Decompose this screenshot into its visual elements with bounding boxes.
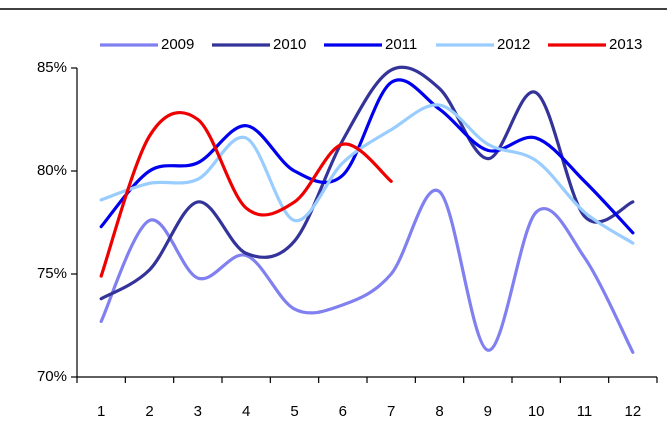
x-tick-label: 11 — [577, 403, 593, 420]
x-tick-label: 2 — [145, 403, 153, 420]
series-line — [99, 111, 393, 278]
series-line — [99, 188, 635, 354]
x-tick-label: 7 — [387, 403, 395, 420]
series-line — [99, 103, 635, 245]
y-tick-label: 75% — [37, 265, 67, 282]
series-line — [99, 65, 635, 301]
series-line — [99, 78, 635, 235]
y-tick-label: 70% — [37, 368, 67, 385]
x-tick-label: 5 — [290, 403, 298, 420]
legend-label: 2009 — [161, 36, 194, 53]
x-tick-label: 8 — [435, 403, 443, 420]
x-tick-label: 12 — [624, 403, 641, 420]
legend-label: 2011 — [385, 36, 417, 53]
y-tick-label: 80% — [37, 162, 67, 179]
x-tick-label: 10 — [528, 403, 545, 420]
x-tick-label: 3 — [194, 403, 202, 420]
y-tick-label: 85% — [37, 59, 67, 76]
x-tick-label: 1 — [97, 403, 105, 420]
legend-label: 2010 — [273, 36, 306, 53]
legend-label: 2012 — [497, 36, 530, 53]
x-tick-label: 4 — [242, 403, 250, 420]
x-tick-label: 6 — [339, 403, 347, 420]
x-tick-label: 9 — [484, 403, 492, 420]
legend-label: 2013 — [609, 36, 642, 53]
